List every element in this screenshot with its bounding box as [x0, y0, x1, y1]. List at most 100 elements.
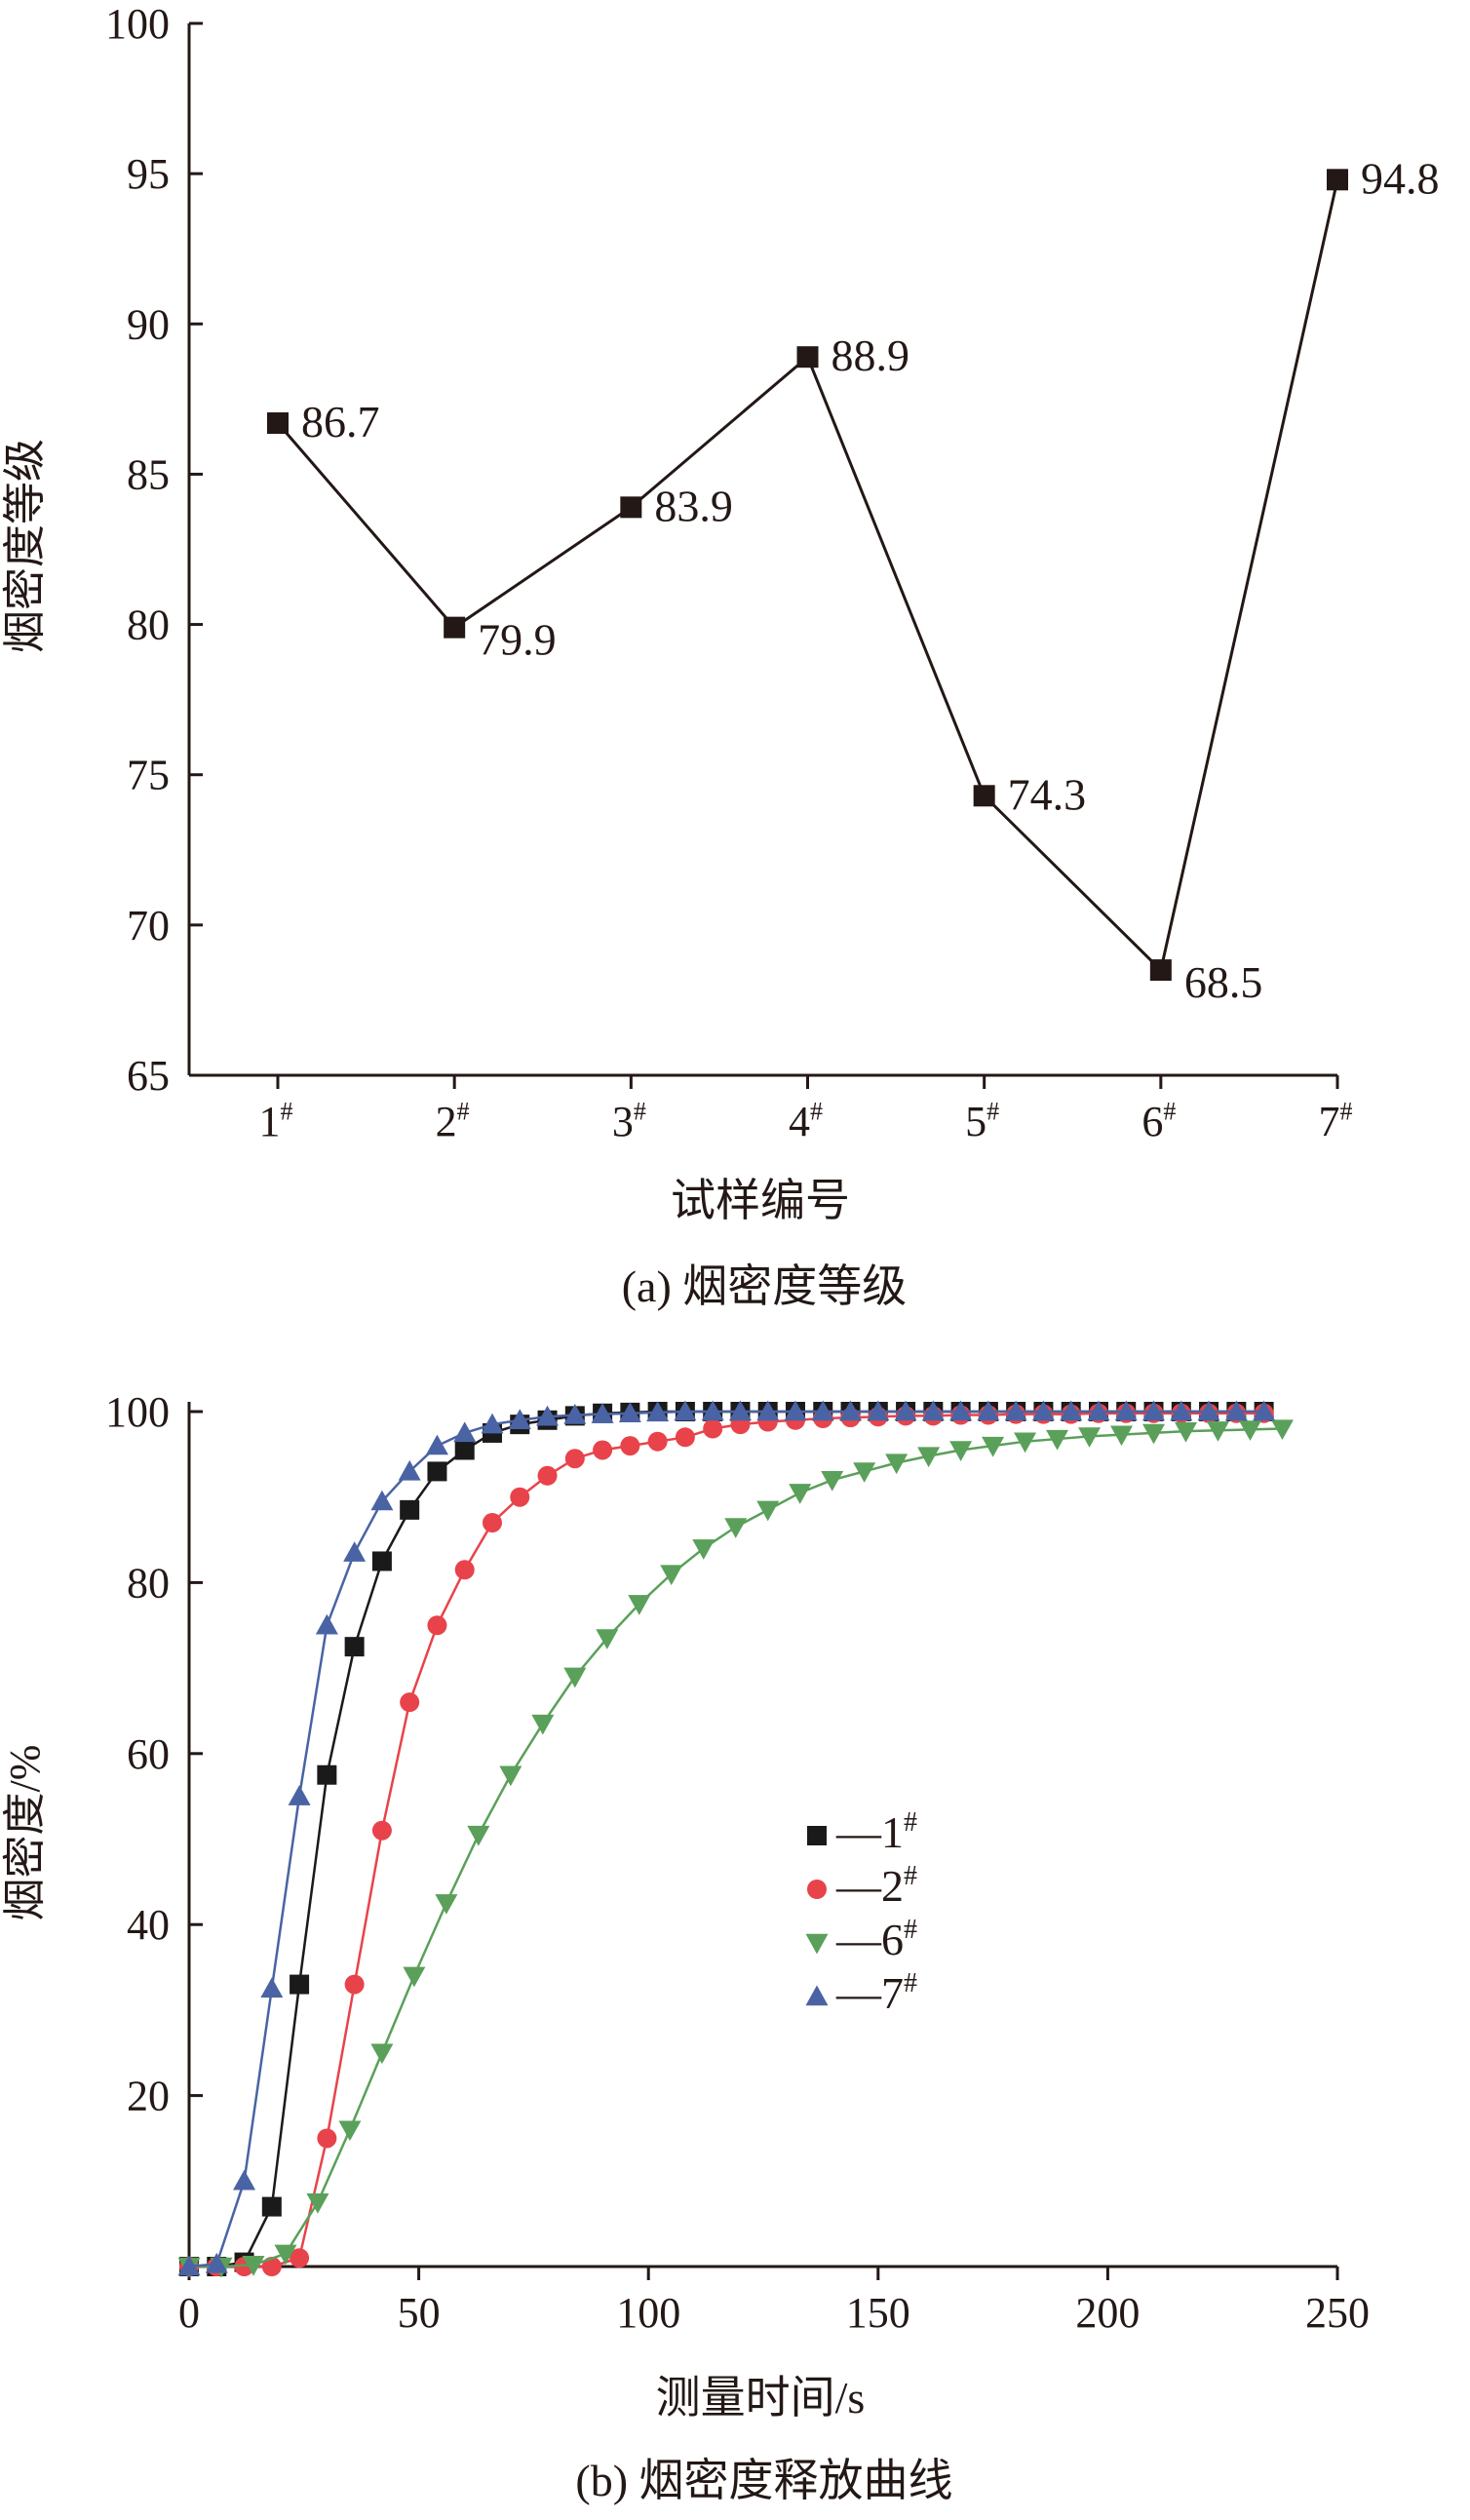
- chart-a-series: [267, 169, 1348, 982]
- chart-b-point: [701, 1400, 724, 1421]
- chart-b-point: [290, 1974, 310, 1995]
- chart-b-point: [839, 1400, 863, 1421]
- chart-b-series-6: [177, 1419, 1294, 2278]
- chart-b-x-tick-label: 100: [616, 2289, 680, 2337]
- chart-b-point: [1238, 1420, 1261, 1441]
- chart-b-point: [370, 2043, 394, 2065]
- chart-a-data-label: 68.5: [1184, 957, 1263, 1007]
- chart-b-point: [563, 1667, 587, 1688]
- chart-a-y-tick-label: 75: [127, 752, 170, 799]
- chart-b-point: [306, 2193, 329, 2214]
- chart-b-point: [499, 1765, 522, 1787]
- chart-a-y-tick-label: 95: [127, 150, 170, 198]
- chart-b-point: [821, 1470, 844, 1492]
- chart-b-point: [508, 1409, 531, 1429]
- chart-a-x-ticks: 1# 2# 3# 4# 5# 6# 7#: [259, 1075, 1353, 1145]
- chart-b-point: [1087, 1400, 1110, 1421]
- chart-b-point: [894, 1400, 917, 1421]
- chart-b-y-tick-label: 60: [127, 1730, 170, 1778]
- chart-a-y-tick-label: 65: [127, 1052, 170, 1100]
- chart-b-point: [454, 1560, 475, 1580]
- chart-b-point: [853, 1462, 876, 1483]
- chart-b-point: [338, 2120, 362, 2142]
- chart-b-x-tick-label: 150: [846, 2289, 910, 2337]
- chart-b-point: [1004, 1400, 1027, 1421]
- chart-b-y-tick-label: 80: [127, 1559, 170, 1607]
- chart-b-axes: [187, 1402, 1337, 2268]
- chart-b-point: [811, 1400, 834, 1421]
- chart-b-point: [344, 1637, 365, 1657]
- chart-b-point: [593, 1440, 613, 1460]
- chart-b-point: [427, 1615, 447, 1636]
- chart-a-x-tick-label: 1#: [259, 1097, 293, 1145]
- chart-b-y-axis-label: 烟密度/%: [1, 1745, 49, 1921]
- chart-b-point: [371, 1551, 392, 1571]
- chart-a-data-label: 79.9: [478, 615, 556, 665]
- chart-b-point: [1142, 1423, 1166, 1445]
- chart-b-point: [1175, 1421, 1198, 1443]
- chart-b-x-tick-label: 200: [1075, 2289, 1140, 2337]
- chart-b-point: [371, 1820, 392, 1841]
- chart-a-point: [1327, 169, 1348, 191]
- chart-b-legend-marker: [807, 1880, 827, 1899]
- chart-b-point: [660, 1565, 683, 1586]
- chart-b-series-line: [188, 1410, 1264, 2268]
- chart-b-point: [1142, 1400, 1166, 1421]
- chart-b-point: [400, 1692, 420, 1713]
- chart-b-x-tick-label: 0: [178, 2289, 200, 2337]
- chart-b-point: [921, 1400, 945, 1421]
- chart-b-point: [1031, 1400, 1055, 1421]
- chart-b-x-axis-label: 测量时间/s: [656, 2373, 866, 2423]
- chart-b-point: [454, 1440, 475, 1460]
- chart-b-point: [427, 1461, 447, 1482]
- chart-b-point: [481, 1413, 504, 1434]
- chart-b-point: [510, 1487, 530, 1507]
- chart-a-x-tick-label: 2#: [436, 1097, 470, 1145]
- chart-b-point: [242, 2256, 265, 2276]
- chart-b-point: [317, 1764, 337, 1785]
- chart-b-point: [398, 1459, 421, 1481]
- chart-b-point: [756, 1500, 780, 1522]
- chart-a-series-line: [276, 178, 1339, 974]
- chart-b-point: [1270, 1419, 1294, 1441]
- chart-b-point: [784, 1400, 807, 1421]
- chart-b-legend-label: —6#: [835, 1915, 917, 1964]
- chart-b-point: [343, 1541, 367, 1562]
- chart-b-legend-marker: [805, 1985, 829, 2006]
- chart-a-axes: [187, 23, 1337, 1077]
- chart-b-point: [274, 2244, 297, 2266]
- chart-b-point: [1014, 1432, 1037, 1454]
- chart-b-x-tick-label: 50: [398, 2289, 441, 2337]
- chart-a-point: [1149, 959, 1172, 982]
- chart-b-point: [564, 1449, 585, 1469]
- chart-b-point: [917, 1447, 941, 1468]
- chart-b-point: [703, 1418, 723, 1439]
- chart-b-point: [596, 1629, 619, 1649]
- chart-b-legend-label: —7#: [835, 1968, 917, 2018]
- chart-a-point: [796, 346, 819, 368]
- chart-b-point: [1114, 1400, 1138, 1421]
- chart-b-point: [317, 2128, 337, 2149]
- chart-a-data-label: 86.7: [301, 397, 380, 446]
- chart-a: 65 70 75 80 85 90 95 100 1# 2# 3# 4# 5# 6# 7# 86.7 79.…: [1, 0, 1440, 1311]
- chart-b-y-ticks: 20 40 60 80 100: [105, 1388, 203, 2120]
- chart-b-point: [536, 1405, 560, 1426]
- chart-b-point: [315, 1613, 338, 1635]
- chart-a-x-tick-label: 3#: [612, 1097, 646, 1145]
- chart-b-point: [260, 1977, 284, 1998]
- chart-b-point: [724, 1518, 748, 1538]
- chart-b-legend-label: —2#: [835, 1861, 917, 1911]
- chart-b-point: [1078, 1427, 1102, 1448]
- chart-b-point: [674, 1400, 697, 1421]
- chart-b-x-ticks: 0 50 100 150 200 250: [178, 2267, 1370, 2337]
- chart-b-point: [482, 1513, 502, 1533]
- chart-a-point: [620, 496, 642, 519]
- chart-b-y-tick-label: 40: [127, 1901, 170, 1949]
- chart-b-point: [177, 2255, 201, 2276]
- chart-b-point: [1253, 1400, 1276, 1421]
- chart-a-data-label: 74.3: [1008, 769, 1087, 819]
- chart-b-point: [261, 2196, 282, 2217]
- chart-b-point: [537, 1465, 558, 1486]
- chart-b-legend-label: —1#: [835, 1807, 917, 1857]
